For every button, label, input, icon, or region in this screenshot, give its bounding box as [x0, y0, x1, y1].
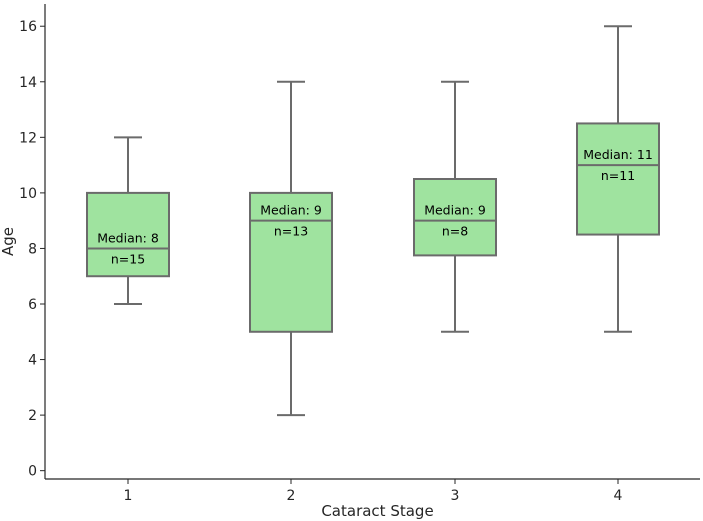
- box-iqr: [86, 191, 170, 278]
- box-iqr: [249, 191, 333, 333]
- x-axis-title: Cataract Stage: [321, 502, 433, 520]
- median-label: Median: 9: [260, 203, 322, 218]
- y-tick-label: 14: [19, 75, 37, 91]
- x-tick-label: 4: [614, 488, 623, 504]
- median-label: Median: 11: [583, 147, 653, 162]
- count-label: n=11: [601, 168, 635, 183]
- median-label: Median: 9: [424, 203, 486, 218]
- x-tick-label: 1: [124, 488, 133, 504]
- x-tick-label: 2: [287, 488, 296, 504]
- median-label: Median: 8: [97, 230, 159, 245]
- box-iqr: [576, 122, 660, 236]
- count-label: n=13: [274, 224, 308, 239]
- y-tick-label: 2: [28, 408, 37, 424]
- count-label: n=15: [111, 251, 145, 266]
- x-tick-label: 3: [451, 488, 460, 504]
- y-tick-label: 6: [28, 297, 37, 313]
- y-tick-label: 8: [28, 241, 37, 257]
- y-axis-title: Age: [0, 227, 17, 256]
- y-tick-label: 16: [19, 19, 37, 35]
- box-iqr: [413, 178, 497, 257]
- y-tick-label: 4: [28, 353, 37, 369]
- y-tick-label: 12: [19, 130, 37, 146]
- y-tick-label: 10: [19, 186, 37, 202]
- y-tick-label: 0: [28, 464, 37, 480]
- count-label: n=8: [442, 224, 468, 239]
